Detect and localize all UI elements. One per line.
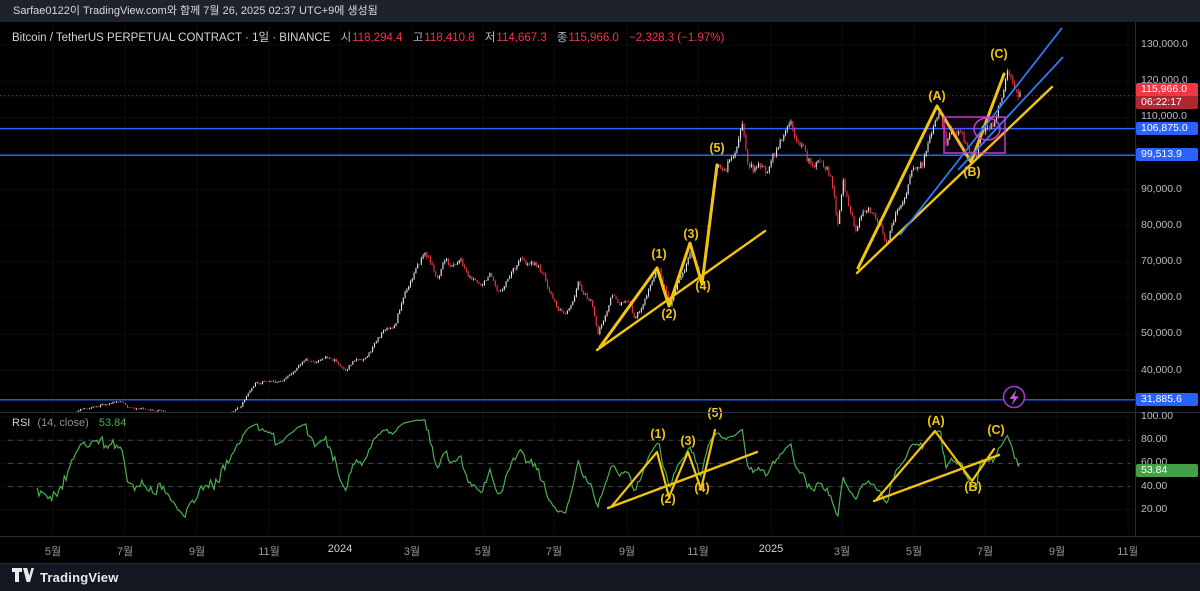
price-axis-label: 40,000.0 bbox=[1141, 363, 1182, 376]
rsi-name: RSI bbox=[12, 417, 31, 429]
consolidation-box[interactable] bbox=[943, 116, 1006, 154]
rsi-wave-label[interactable]: (4) bbox=[694, 481, 709, 495]
ohlc-open: 시118,294.4 bbox=[334, 32, 403, 44]
time-axis-label: 5월 bbox=[905, 546, 923, 558]
price-axis-label: 80,000.0 bbox=[1141, 218, 1182, 231]
tradingview-wordmark[interactable]: TradingView bbox=[40, 570, 119, 585]
grid bbox=[0, 23, 1135, 534]
close-value: 115,966.0 bbox=[568, 32, 619, 44]
rsi-axis-label: 20.00 bbox=[1141, 502, 1168, 515]
projection-trendline[interactable] bbox=[899, 27, 1063, 236]
rsi-axis-label: 40.00 bbox=[1141, 479, 1168, 492]
rsi-wave-label[interactable]: (3) bbox=[680, 434, 695, 448]
wave-label[interactable]: (3) bbox=[683, 227, 698, 241]
rsi-wave-trendline[interactable] bbox=[610, 428, 717, 508]
wave-trendline[interactable] bbox=[598, 163, 719, 349]
time-axis-label: 7월 bbox=[116, 546, 134, 558]
price-axis-label: 110,000.0 bbox=[1141, 110, 1187, 123]
low-label: 저 bbox=[484, 32, 496, 44]
boost-icon[interactable] bbox=[1002, 385, 1026, 409]
attribution-bar: Sarfae0122이 TradingView.com와 함께 7월 26, 2… bbox=[0, 0, 1200, 22]
time-axis-label: 11월 bbox=[258, 546, 280, 558]
elliott-wave-annotations[interactable]: (1)(2)(3)(4)(5)(A)(B)(C)(1)(2)(3)(4)(5)(… bbox=[595, 27, 1064, 510]
time-axis-label: 9월 bbox=[618, 546, 636, 558]
time-axis-label: 3월 bbox=[403, 546, 421, 558]
trendline[interactable] bbox=[855, 85, 1054, 275]
projection-trendline[interactable] bbox=[957, 56, 1064, 171]
wave-label[interactable]: (C) bbox=[990, 47, 1007, 61]
symbol-title[interactable]: Bitcoin / TetherUS PERPETUAL CONTRACT · … bbox=[12, 32, 331, 44]
rsi-axis-label: 100.00 bbox=[1141, 410, 1174, 422]
price-badge[interactable]: 31,885.6 bbox=[1136, 392, 1198, 406]
open-value: 118,294.4 bbox=[352, 32, 403, 44]
time-axis-label: 9월 bbox=[188, 546, 206, 558]
rsi-legend[interactable]: RSI (14, close) 53.84 bbox=[12, 417, 126, 429]
change-value: −2,328.3 (−1.97%) bbox=[629, 32, 725, 44]
ohlc-close: 종115,966.0 bbox=[550, 32, 619, 44]
rsi-value: 53.84 bbox=[98, 417, 127, 429]
rsi-wave-label[interactable]: (1) bbox=[650, 427, 665, 441]
price-badge[interactable]: 106,875.0 bbox=[1136, 121, 1198, 135]
footer-bar: TradingView bbox=[0, 563, 1200, 591]
ohlc-high: 고118,410.8 bbox=[406, 32, 475, 44]
time-axis-label: 7월 bbox=[545, 546, 563, 558]
highlight-ellipse[interactable] bbox=[973, 117, 1001, 141]
wave-label[interactable]: (1) bbox=[651, 247, 666, 261]
price-axis-label: 70,000.0 bbox=[1141, 255, 1182, 267]
symbol-legend[interactable]: Bitcoin / TetherUS PERPETUAL CONTRACT · … bbox=[12, 29, 724, 45]
rsi-params: (14, close) bbox=[37, 417, 89, 429]
price-axis-label: 90,000.0 bbox=[1141, 182, 1182, 195]
rsi-axis-label: 80.00 bbox=[1141, 433, 1168, 446]
wave-label[interactable]: (4) bbox=[695, 279, 710, 293]
wave-label[interactable]: (2) bbox=[661, 307, 676, 321]
trendline[interactable] bbox=[595, 229, 767, 352]
high-label: 고 bbox=[412, 32, 424, 44]
rsi-wave-label[interactable]: (2) bbox=[660, 492, 675, 506]
time-axis-label: 5월 bbox=[474, 546, 492, 558]
low-value: 114,667.3 bbox=[496, 32, 547, 44]
time-axis[interactable]: 5월 7월 9월 11월 2024 3월 5월 7월 9월 11월 2025 3월 5월 7월 9월 11월 bbox=[0, 536, 1137, 563]
price-axis[interactable]: 130,000.0120,000.0110,000.0100,000.090,0… bbox=[1135, 22, 1200, 563]
price-badge[interactable]: 115,966.0 06:22:17 bbox=[1136, 82, 1198, 109]
time-axis-label: 11월 bbox=[1117, 546, 1137, 558]
wave-label[interactable]: (B) bbox=[963, 165, 980, 179]
time-axis-label: 3월 bbox=[833, 546, 851, 558]
tradingview-logo-icon[interactable] bbox=[12, 567, 34, 588]
price-badge[interactable]: 53.84 bbox=[1136, 463, 1198, 477]
rsi-wave-trendline[interactable] bbox=[875, 429, 996, 501]
time-axis-label: 5월 bbox=[44, 546, 62, 558]
ohlc-low: 저114,667.3 bbox=[478, 32, 547, 44]
time-axis-label: 9월 bbox=[1048, 546, 1066, 558]
price-axis-label: 50,000.0 bbox=[1141, 327, 1182, 340]
trendline[interactable] bbox=[872, 453, 1001, 503]
rsi-wave-label[interactable]: (A) bbox=[927, 414, 944, 428]
rsi-wave-label[interactable]: (C) bbox=[987, 423, 1004, 437]
time-axis-label: 11월 bbox=[687, 546, 709, 558]
price-axis-label: 130,000.0 bbox=[1141, 38, 1188, 50]
rsi-line bbox=[36, 419, 1021, 519]
open-label: 시 bbox=[340, 32, 352, 44]
time-axis-label: 2024 bbox=[327, 543, 353, 555]
price-axis-label: 60,000.0 bbox=[1141, 291, 1182, 304]
time-axis-label: 7월 bbox=[976, 546, 994, 558]
rsi-wave-label[interactable]: (B) bbox=[964, 480, 981, 494]
trendline[interactable] bbox=[606, 450, 759, 510]
wave-trendline[interactable] bbox=[856, 72, 1006, 270]
close-label: 종 bbox=[556, 32, 568, 44]
price-badge[interactable]: 99,513.9 bbox=[1136, 148, 1198, 162]
wave-label[interactable]: (A) bbox=[928, 89, 945, 103]
wave-label[interactable]: (5) bbox=[709, 141, 724, 155]
time-axis-label: 2025 bbox=[758, 543, 784, 555]
attribution-text: Sarfae0122이 TradingView.com와 함께 7월 26, 2… bbox=[13, 5, 378, 17]
high-value: 118,410.8 bbox=[424, 32, 475, 44]
